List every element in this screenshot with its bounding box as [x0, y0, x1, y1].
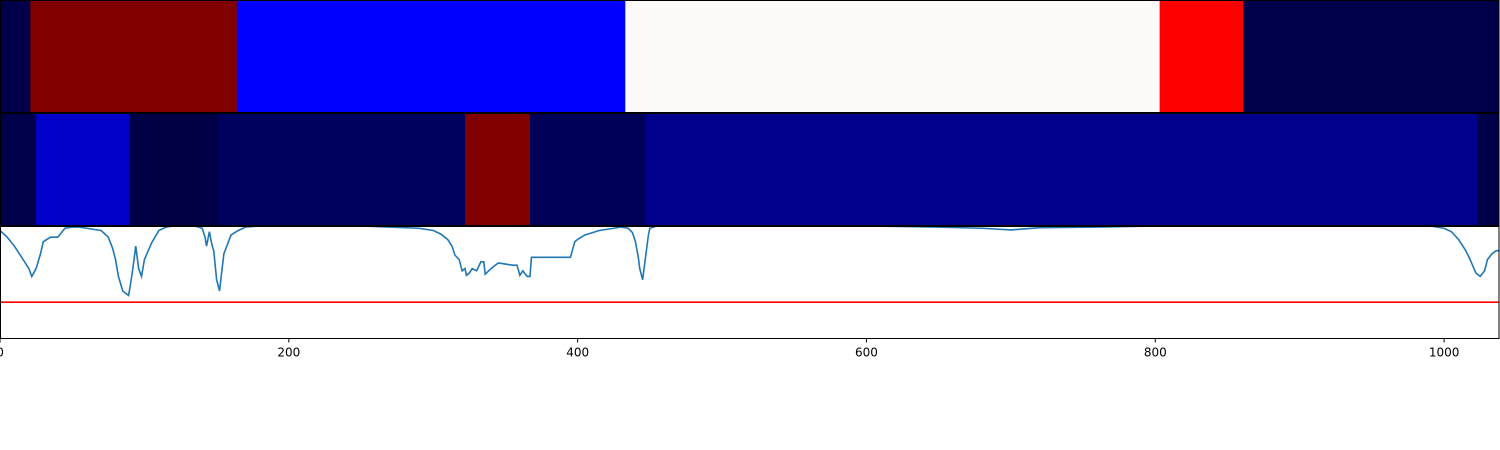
x-tick-label: 400	[566, 346, 589, 360]
series-line	[0, 225, 1499, 297]
heatmap-segment	[129, 113, 219, 225]
heatmap-top-frame	[0, 0, 1500, 113]
x-tick-label: 200	[277, 346, 300, 360]
heatmap-segment	[1159, 0, 1244, 112]
x-tick-label: 1000	[1429, 346, 1460, 360]
heatmap-segment	[218, 113, 466, 225]
line-plot-background	[0, 226, 1499, 338]
heatmap-segment	[30, 0, 238, 112]
heatmap-segment	[236, 0, 626, 112]
x-tick-label: 0	[0, 346, 4, 360]
heatmap-middle-frame	[0, 113, 1500, 226]
heatmap-segment	[645, 113, 1478, 225]
heatmap-segment	[0, 0, 31, 112]
heatmap-segment	[465, 113, 531, 225]
heatmap-segment	[529, 113, 647, 225]
x-tick-label: 800	[1144, 346, 1167, 360]
x-axis: 0 200 400 600 800 1000	[0, 338, 1460, 360]
heatmap-segment	[625, 0, 1161, 112]
heatmap-segment	[1477, 113, 1500, 225]
line-plot	[0, 225, 1499, 338]
heatmap-segment	[0, 113, 37, 225]
line-plot-frame	[0, 226, 1500, 339]
heatmap-top	[0, 0, 1500, 112]
heatmap-segment	[36, 113, 131, 225]
x-tick-label: 600	[855, 346, 878, 360]
heatmap-segment	[1243, 0, 1500, 112]
heatmap-middle	[0, 113, 1500, 225]
